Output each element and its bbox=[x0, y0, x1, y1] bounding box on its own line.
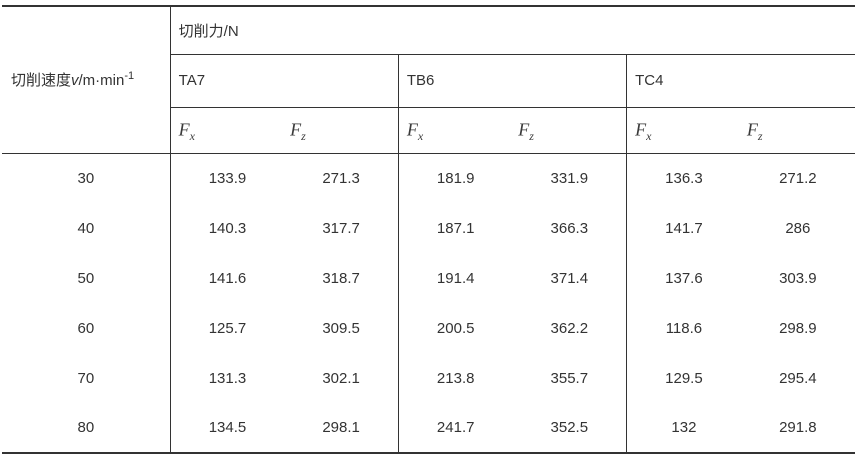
speed-value-cell: 40 bbox=[2, 203, 171, 253]
table-row: 60 125.7 309.5 200.5 362.2 118.6 298.9 bbox=[2, 303, 855, 353]
component-header-tb6: Fx Fz bbox=[397, 107, 627, 154]
fx-symbol: Fx bbox=[635, 119, 652, 144]
force-value-cell: 213.8 bbox=[397, 353, 513, 403]
force-value-cell: 140.3 bbox=[208, 219, 247, 237]
fx-symbol: Fx bbox=[406, 119, 424, 144]
force-value-cell: 366.3 bbox=[550, 219, 589, 237]
force-value-cell: 131.3 bbox=[208, 369, 247, 387]
force-value-cell: 331.9 bbox=[550, 169, 589, 187]
force-value-cell: 191.4 bbox=[397, 253, 513, 303]
speed-value-cell: 80 bbox=[2, 403, 171, 453]
force-value-cell: 200.5 bbox=[397, 303, 513, 353]
material-label: TC4 bbox=[635, 72, 664, 89]
table-row: 40 140.3 317.7 187.1 366.3 141.7 286 bbox=[2, 203, 855, 253]
table-row: 80 134.5 298.1 241.7 352.5 132 291.8 bbox=[2, 403, 855, 453]
force-value-cell: 241.7 bbox=[397, 403, 513, 453]
force-value-cell: 141.6 bbox=[208, 269, 247, 287]
speed-value-cell: 50 bbox=[2, 253, 171, 303]
force-header-label: 切削力/N bbox=[178, 22, 239, 40]
material-header-ta7: TA7 bbox=[170, 54, 399, 108]
force-value-cell: 362.2 bbox=[550, 319, 589, 337]
force-value-cell: 317.7 bbox=[322, 219, 360, 237]
header-row-materials: TA7 TB6 TC4 bbox=[2, 54, 855, 108]
material-label: TB6 bbox=[406, 72, 435, 89]
fz-symbol: Fz bbox=[518, 119, 534, 144]
speed-unit: /m·min bbox=[78, 72, 125, 90]
force-value-cell: 298.9 bbox=[779, 319, 817, 337]
component-header-tc4: Fx Fz bbox=[626, 107, 855, 154]
speed-column-header: 切削速度v/m·min-1 bbox=[2, 6, 171, 154]
material-header-tb6: TB6 bbox=[397, 54, 627, 108]
force-value-cell: 136.3 bbox=[626, 153, 741, 203]
speed-variable: v bbox=[71, 72, 79, 90]
force-value-cell: 137.6 bbox=[626, 253, 741, 303]
force-value-cell: 302.1 bbox=[322, 369, 360, 387]
fz-symbol: Fz bbox=[746, 119, 763, 144]
material-header-tc4: TC4 bbox=[626, 54, 855, 108]
force-value-cell: 298.1 bbox=[322, 419, 360, 436]
speed-header-prefix: 切削速度 bbox=[11, 72, 72, 90]
table-row: 50 141.6 318.7 191.4 371.4 137.6 303.9 bbox=[2, 253, 855, 303]
force-value-cell: 286 bbox=[785, 219, 811, 237]
fz-symbol: Fz bbox=[290, 119, 306, 144]
force-value-cell: 309.5 bbox=[322, 319, 360, 337]
force-value-cell: 318.7 bbox=[322, 269, 360, 287]
force-value-cell: 371.4 bbox=[550, 269, 589, 287]
force-value-cell: 271.3 bbox=[322, 169, 360, 187]
force-value-cell: 295.4 bbox=[779, 369, 817, 387]
material-label: TA7 bbox=[178, 72, 206, 89]
force-value-cell: 355.7 bbox=[550, 369, 589, 387]
force-value-cell: 134.5 bbox=[208, 419, 247, 436]
speed-value-cell: 60 bbox=[2, 303, 171, 353]
force-header: 切削力/N bbox=[170, 6, 855, 55]
force-value-cell: 271.2 bbox=[779, 169, 817, 187]
force-value-cell: 141.7 bbox=[626, 203, 741, 253]
force-value-cell: 352.5 bbox=[550, 419, 589, 436]
force-value-cell: 133.9 bbox=[208, 169, 247, 187]
force-value-cell: 132 bbox=[626, 403, 741, 453]
force-value-cell: 187.1 bbox=[397, 203, 513, 253]
force-value-cell: 118.6 bbox=[626, 303, 741, 353]
component-header-ta7: Fx Fz bbox=[170, 107, 399, 154]
speed-value-cell: 30 bbox=[2, 153, 171, 203]
cutting-force-table: 切削速度v/m·min-1 切削力/N TA7 TB6 TC4 Fx Fz bbox=[2, 5, 855, 454]
force-value-cell: 291.8 bbox=[779, 419, 817, 436]
fx-symbol: Fx bbox=[178, 119, 195, 144]
force-value-cell: 125.7 bbox=[208, 319, 247, 337]
speed-unit-exponent: -1 bbox=[124, 70, 135, 83]
speed-value-cell: 70 bbox=[2, 353, 171, 403]
table-row: 70 131.3 302.1 213.8 355.7 129.5 295.4 bbox=[2, 353, 855, 403]
table-row: 30 133.9 271.3 181.9 331.9 136.3 271.2 bbox=[2, 153, 855, 203]
header-row-force: 切削速度v/m·min-1 切削力/N bbox=[2, 6, 855, 154]
force-value-cell: 181.9 bbox=[397, 153, 513, 203]
header-row-components: Fx Fz Fx Fz Fx Fz bbox=[2, 107, 855, 154]
force-value-cell: 129.5 bbox=[626, 353, 741, 403]
force-value-cell: 303.9 bbox=[779, 269, 817, 287]
